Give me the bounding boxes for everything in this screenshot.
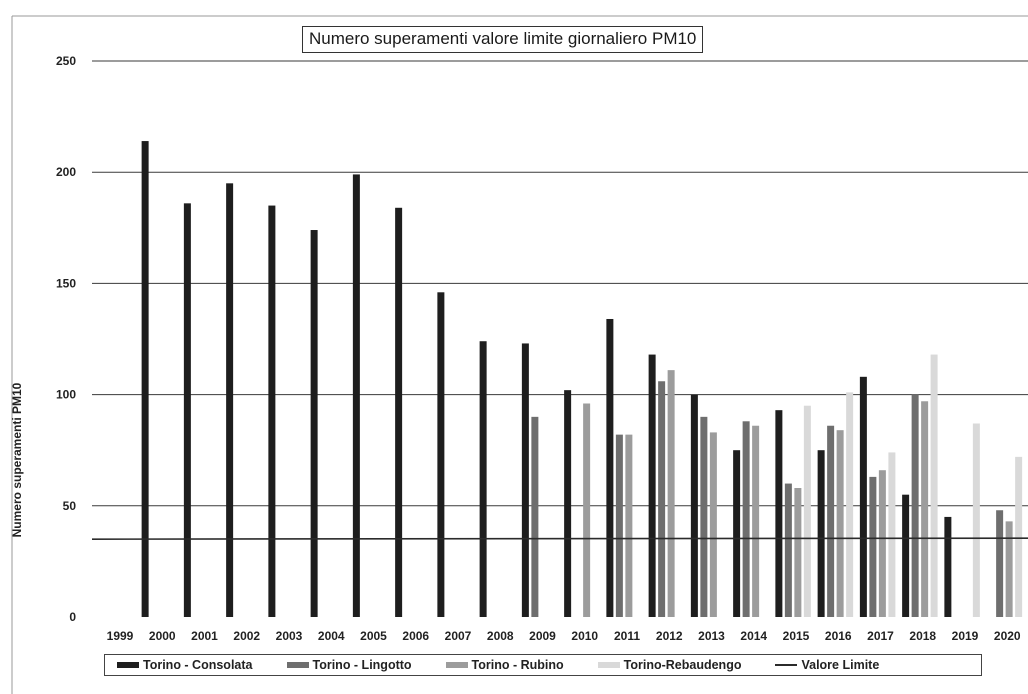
x-tick-label-2008: 2008: [487, 629, 514, 643]
x-tick-label-2007: 2007: [445, 629, 472, 643]
legend-label-consolata: Torino - Consolata: [143, 658, 253, 672]
bar-torino-lingotto-2013: [742, 421, 750, 617]
bar-torino-consolata-2000: [183, 203, 191, 617]
bar-torino-rubino-2009: [583, 403, 591, 617]
y-tick-label-0: 0: [69, 610, 76, 624]
bar-torino-rubino-2012: [709, 432, 717, 617]
x-tick-label-2010: 2010: [571, 629, 598, 643]
bar-torino-lingotto-2011: [658, 381, 666, 617]
bar-torino-consolata-2003: [310, 230, 318, 618]
x-tick-label-1999: 1999: [107, 629, 134, 643]
bar-torino-lingotto-2012: [700, 416, 708, 617]
x-tick-label-2001: 2001: [191, 629, 218, 643]
x-tick-label-2005: 2005: [360, 629, 387, 643]
bar-torino-consolata-2009: [564, 390, 572, 617]
y-axis-label: Numero superamenti PM10: [10, 382, 24, 538]
bar-torino-rubino-2010: [625, 434, 633, 617]
bar-torino-rubino-2013: [752, 425, 760, 617]
limit-line: [91, 537, 1028, 540]
legend-swatch-rubino: [445, 662, 468, 668]
legend-swatch-rebaudengo: [597, 662, 620, 668]
bar-torino-lingotto-2010: [615, 434, 623, 617]
x-tick-label-2018: 2018: [909, 629, 936, 643]
bar-torino-consolata-2012: [690, 394, 698, 617]
y-tick-label-250: 250: [56, 54, 76, 68]
x-tick-label-2019: 2019: [952, 629, 979, 643]
bar-torino-rubino-2016: [878, 470, 886, 617]
x-tick-label-2016: 2016: [825, 629, 852, 643]
bar-torino-lingotto-2019: [996, 510, 1004, 617]
bar-torino-rebaudengo-2019: [1015, 456, 1023, 617]
bar-torino-consolata-2011: [648, 354, 656, 617]
legend-item-limit: Valore Limite: [775, 658, 879, 672]
bar-torino-rubino-2015: [836, 430, 844, 617]
bar-torino-consolata-2004: [352, 174, 360, 617]
legend-item-rubino: Torino - Rubino: [445, 658, 564, 672]
x-tick-label-2006: 2006: [402, 629, 429, 643]
x-tick-label-2015: 2015: [783, 629, 810, 643]
legend-label-rebaudengo: Torino-Rebaudengo: [623, 658, 742, 672]
bar-torino-lingotto-2017: [911, 394, 919, 617]
x-tick-label-2009: 2009: [529, 629, 556, 643]
legend-item-consolata: Torino - Consolata: [117, 658, 253, 672]
x-tick-label-2002: 2002: [233, 629, 260, 643]
x-tick-label-2003: 2003: [276, 629, 303, 643]
bar-torino-rebaudengo-2017: [930, 354, 938, 617]
bar-torino-consolata-2016: [859, 376, 867, 617]
bar-torino-lingotto-2016: [869, 476, 877, 617]
bar-torino-consolata-2015: [817, 450, 825, 617]
bar-torino-rubino-2017: [921, 401, 929, 617]
x-tick-label-2014: 2014: [740, 629, 767, 643]
bar-torino-rebaudengo-2016: [888, 452, 896, 617]
bar-torino-consolata-2001: [226, 183, 234, 617]
y-tick-label-50: 50: [63, 499, 77, 513]
bar-torino-consolata-2018: [944, 516, 952, 617]
bar-torino-rubino-2019: [1005, 521, 1013, 617]
legend-label-lingotto: Torino - Lingotto: [312, 658, 412, 672]
legend-item-rebaudengo: Torino-Rebaudengo: [597, 658, 742, 672]
x-tick-label-2012: 2012: [656, 629, 683, 643]
x-tick-label-2020: 2020: [994, 629, 1021, 643]
legend-swatch-lingotto: [286, 662, 309, 668]
bar-torino-lingotto-2008: [531, 416, 539, 617]
legend-swatch-consolata: [117, 662, 139, 668]
bar-torino-consolata-2007: [479, 341, 487, 617]
bar-torino-rebaudengo-2018: [972, 423, 980, 617]
x-tick-label-2013: 2013: [698, 629, 725, 643]
bar-torino-consolata-1999: [141, 141, 149, 617]
bar-torino-consolata-2017: [902, 494, 910, 617]
x-tick-label-2011: 2011: [614, 629, 640, 643]
bar-torino-lingotto-2014: [784, 483, 792, 617]
legend-item-lingotto: Torino - Lingotto: [286, 658, 412, 672]
bar-torino-lingotto-2015: [827, 425, 835, 617]
y-tick-label-100: 100: [56, 388, 76, 402]
bar-torino-rubino-2011: [667, 370, 675, 617]
legend-label-rubino: Torino - Rubino: [471, 658, 564, 672]
bar-torino-rubino-2014: [794, 488, 802, 617]
bar-torino-rebaudengo-2015: [846, 392, 854, 617]
legend: Torino - Consolata Torino - Lingotto Tor…: [104, 654, 982, 676]
bar-torino-consolata-2013: [733, 450, 741, 617]
bar-torino-consolata-2006: [437, 292, 445, 617]
bar-torino-rebaudengo-2014: [803, 405, 811, 617]
x-tick-label-2004: 2004: [318, 629, 345, 643]
x-tick-label-2000: 2000: [149, 629, 176, 643]
bar-torino-consolata-2005: [395, 207, 403, 617]
y-tick-label-200: 200: [56, 165, 76, 179]
x-tick-label-2017: 2017: [867, 629, 894, 643]
legend-label-limit: Valore Limite: [801, 658, 880, 672]
chart-title: Numero superamenti valore limite giornal…: [302, 26, 704, 53]
bar-torino-consolata-2002: [268, 205, 276, 617]
legend-line-limit: [775, 664, 798, 666]
bar-torino-consolata-2014: [775, 410, 783, 617]
y-tick-label-150: 150: [56, 276, 76, 290]
bar-torino-consolata-2008: [521, 343, 529, 617]
bar-torino-consolata-2010: [606, 318, 614, 617]
